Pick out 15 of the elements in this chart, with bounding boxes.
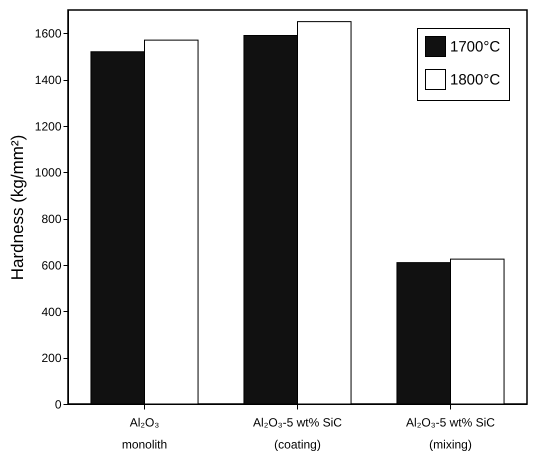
y-axis-title: Hardness (kg/mm²) [8, 134, 27, 280]
y-tick-label: 1400 [34, 73, 62, 88]
y-tick-label: 200 [41, 351, 62, 366]
legend-label: 1700°C [450, 38, 500, 56]
y-tick-label: 400 [41, 304, 62, 319]
x-tick-label: Al₂O₃-5 wt% SiC (mixing) [406, 416, 496, 452]
x-tick-label: Al₂O₃-5 wt% SiC (coating) [253, 416, 342, 452]
y-tick-label: 800 [41, 212, 62, 226]
y-tick-label: 0 [54, 398, 62, 412]
legend-label: 1800°C [450, 72, 500, 88]
y-tick-label: 600 [41, 258, 62, 272]
x-tick-label: Al₂O₃ monolith [122, 416, 168, 452]
y-tick-label: 1600 [34, 26, 62, 41]
y-tick-label: 1000 [34, 166, 62, 180]
y-tick-label: 1200 [34, 119, 62, 134]
